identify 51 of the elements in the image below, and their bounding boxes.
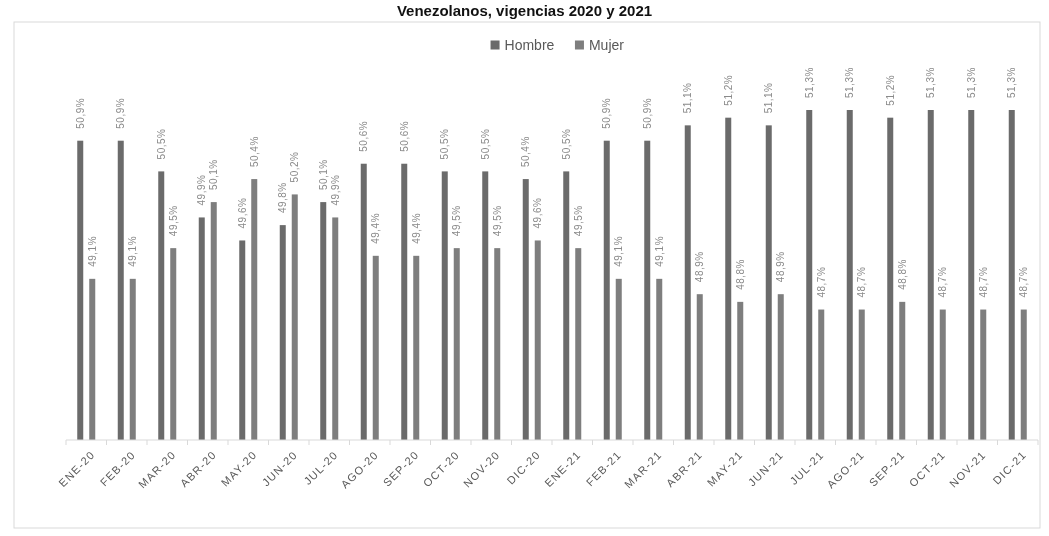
data-label: 51,3% [844,67,856,98]
data-label: 50,5% [560,128,572,160]
data-label: 50,4% [520,136,532,168]
data-label: 49,6% [236,197,248,229]
legend-label: Mujer [588,36,625,53]
data-label: 48,7% [856,266,868,298]
data-label: 50,4% [248,136,260,168]
data-label: 48,7% [937,266,949,298]
data-label: 50,2% [289,151,301,183]
data-label: 48,9% [694,251,706,283]
data-label: 49,6% [532,197,544,229]
data-label: 49,5% [572,205,584,237]
data-label: 51,3% [965,67,977,98]
data-label: 49,1% [613,235,625,267]
data-label: 49,4% [410,212,422,244]
data-label: 49,1% [653,235,665,267]
chart-title: Venezolanos, vigencias 2020 y 2021 [396,2,653,19]
data-label: 49,8% [277,182,289,214]
data-label: 50,5% [479,128,491,160]
data-label: 48,8% [734,259,746,290]
data-label: 50,9% [641,97,653,129]
data-label: 48,7% [815,266,827,298]
data-label: 51,3% [1006,67,1018,98]
data-label: 50,1% [317,159,329,191]
data-label: 49,9% [196,174,208,206]
data-label: 49,1% [127,235,139,267]
data-label: 49,9% [329,174,341,206]
data-label: 49,5% [451,205,463,237]
data-label: 49,4% [370,212,382,244]
data-label: 50,1% [208,159,220,191]
data-label: 50,9% [601,97,613,129]
data-label: 49,1% [86,235,98,267]
legend-label: Hombre [504,36,555,53]
data-label: 51,2% [722,74,734,106]
data-label: 51,1% [682,82,694,114]
data-label: 50,6% [358,120,370,152]
data-label: 48,7% [1018,266,1030,298]
data-label: 51,3% [925,67,937,98]
data-label: 50,5% [155,128,167,160]
data-label: 51,2% [884,74,896,106]
data-label: 48,8% [896,259,908,290]
data-label: 49,5% [491,205,503,237]
data-label: 50,9% [115,97,127,129]
data-label: 48,7% [977,266,989,298]
data-label: 48,9% [775,251,787,283]
data-label: 50,9% [74,97,86,129]
data-label: 50,5% [439,128,451,160]
data-label: 51,3% [803,67,815,98]
data-label: 51,1% [763,82,775,114]
data-label: 49,5% [167,205,179,237]
data-label: 50,6% [398,120,410,152]
